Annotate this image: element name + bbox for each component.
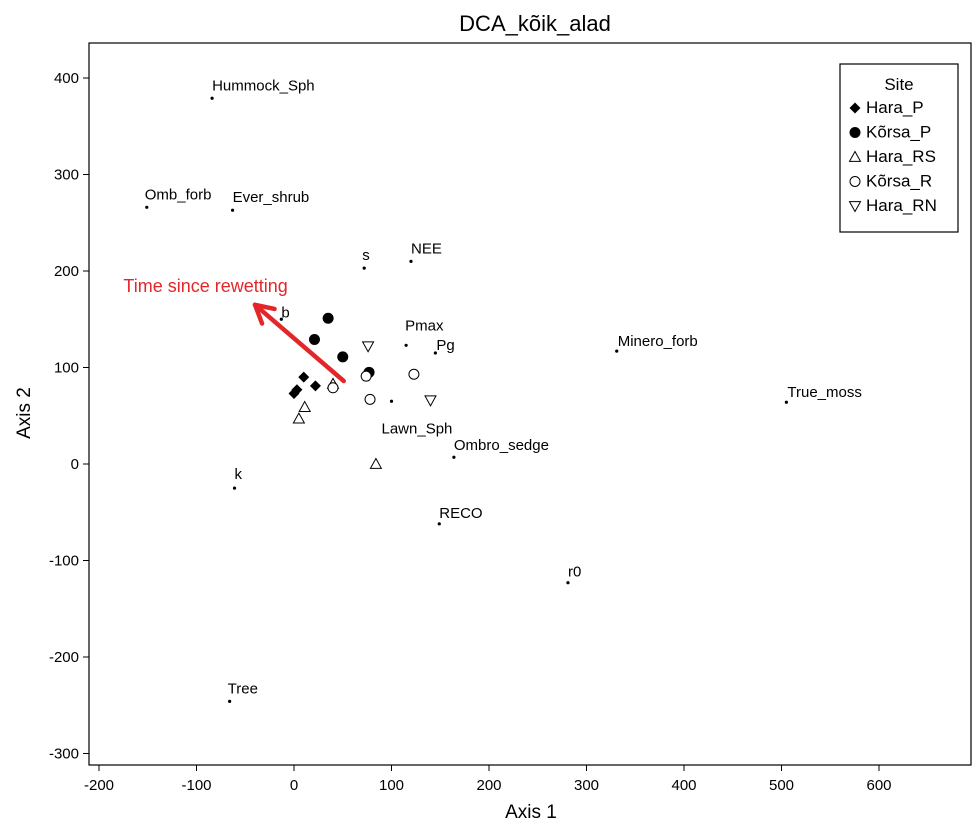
x-tick-label: 100 [379, 777, 404, 794]
x-tick-label: 0 [290, 777, 298, 794]
variable-label: Tree [228, 680, 258, 697]
sample-point-hara-rs [369, 457, 383, 469]
variable-label: r0 [568, 564, 581, 581]
sample-point-hara-rs [292, 412, 306, 424]
x-tick-label: 600 [866, 777, 891, 794]
variable-point-pg [433, 351, 437, 355]
y-tick-label: -200 [49, 649, 79, 666]
variable-label: True_moss [787, 384, 861, 401]
legend-label: Kõrsa_P [866, 123, 931, 142]
sample-point-hara-p [298, 371, 310, 383]
x-tick-label: 400 [671, 777, 696, 794]
y-tick-label: 0 [71, 456, 79, 473]
y-tick-label: -300 [49, 746, 79, 763]
x-tick-label: -100 [181, 777, 211, 794]
sample-point-hara-rs [298, 400, 312, 412]
y-axis: -300 -200 -100 0 100 200 300 400 [49, 70, 89, 763]
variable-point-true-moss [784, 400, 788, 404]
legend-title: Site [884, 75, 913, 94]
sample-point-kõrsa-r [408, 368, 420, 380]
variable-point-minero-forb [615, 349, 619, 353]
variable-point-omb-forb [145, 205, 149, 209]
y-tick-label: -100 [49, 553, 79, 570]
y-tick-label: 300 [54, 167, 79, 184]
variable-label: b [281, 304, 289, 321]
sample-point-hara-p [291, 384, 303, 396]
variable-label: s [362, 247, 370, 264]
variable-point-s [362, 266, 366, 270]
variable-label: Hummock_Sph [212, 77, 315, 94]
y-tick-label: 100 [54, 360, 79, 377]
variable-point-nee [409, 259, 413, 263]
variable-point-b [279, 317, 283, 321]
variable-point-pmax [404, 343, 408, 347]
variable-point-r0 [566, 581, 570, 585]
chart-title: DCA_kõik_alad [459, 11, 611, 36]
sample-point-hara-rn [424, 395, 437, 407]
y-tick-label: 200 [54, 263, 79, 280]
variable-point-hummock-sph [210, 96, 214, 100]
variable-label: Pg [436, 337, 454, 354]
annotation-layer: Time since rewetting [123, 276, 346, 384]
sample-point-kõrsa-p [337, 351, 349, 363]
variable-label: Ombro_sedge [454, 437, 549, 454]
rewetting-arrow-head [252, 302, 277, 326]
sample-point-hara-p [309, 380, 321, 392]
sample-point-kõrsa-r [360, 370, 372, 382]
legend-entries: Hara_P Kõrsa_P Hara_RS Kõrsa_R Hara_RN [848, 98, 937, 215]
legend-label: Hara_RS [866, 147, 936, 166]
variable-point-lawn-sph [389, 399, 394, 403]
sample-point-kõrsa-p [308, 334, 320, 346]
x-tick-label: 500 [769, 777, 794, 794]
variable-point-ever-shrub [230, 208, 235, 212]
y-tick-label: 400 [54, 70, 79, 87]
rewetting-arrow-shaft [252, 302, 346, 384]
variable-label: Omb_forb [145, 186, 212, 203]
variable-label: NEE [411, 240, 442, 257]
arrow-annotation-label: Time since rewetting [123, 276, 287, 296]
legend-label: Hara_RN [866, 196, 937, 215]
sites-layer [288, 312, 437, 469]
x-axis-title: Axis 1 [505, 802, 557, 823]
legend-label: Hara_P [866, 98, 924, 117]
legend-symbol-hara-rs [848, 150, 862, 162]
sample-point-kõrsa-r [364, 393, 376, 405]
x-tick-label: 300 [574, 777, 599, 794]
y-axis-title: Axis 2 [14, 387, 35, 439]
x-tick-label: -200 [84, 777, 114, 794]
variable-point-k [232, 486, 237, 490]
x-tick-label: 200 [476, 777, 501, 794]
x-axis: -200 -100 0 100 200 300 400 500 600 [84, 765, 892, 794]
sample-point-kõrsa-r [327, 382, 339, 394]
legend-symbol-kõrsa-r [849, 176, 861, 187]
sample-point-kõrsa-p [322, 312, 334, 324]
legend-symbol-hara-p [849, 102, 861, 114]
plot-frame [88, 42, 972, 766]
variable-point-reco [437, 522, 441, 526]
legend: Site Hara_P Kõrsa_P Hara_RS Kõrsa_R Hara_RN [839, 63, 959, 233]
variable-label: Ever_shrub [233, 189, 310, 206]
legend-label: Kõrsa_R [866, 172, 932, 191]
sample-point-hara-rn [361, 341, 375, 353]
variable-label: RECO [439, 505, 482, 522]
variable-label: k [235, 466, 243, 483]
legend-symbol-kõrsa-p [849, 127, 861, 138]
legend-symbol-hara-rn [848, 201, 862, 213]
variable-label: Lawn_Sph [382, 420, 453, 437]
variable-point-tree [228, 699, 232, 703]
variable-label: Pmax [405, 317, 444, 334]
variable-label: Minero_forb [618, 333, 698, 350]
variable-point-ombro-sedge [452, 455, 456, 459]
